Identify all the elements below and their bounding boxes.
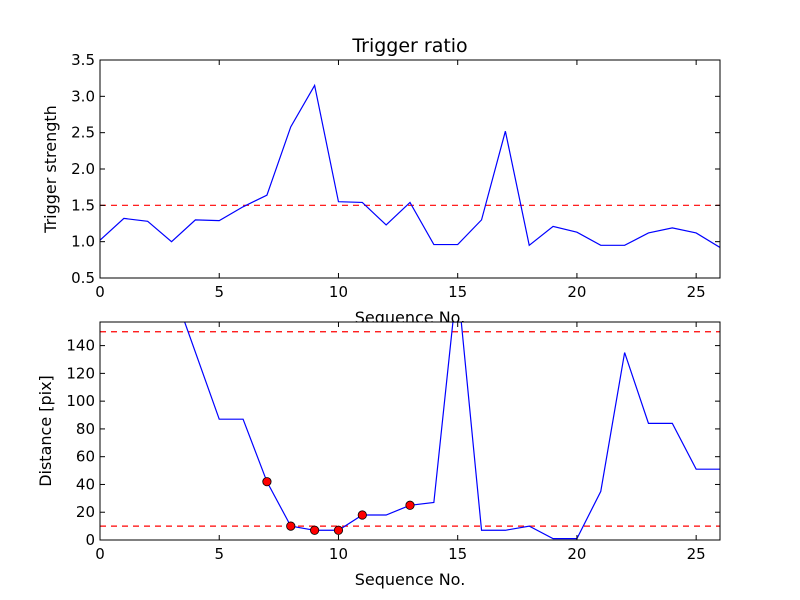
bottom-y-tick-label: 140 — [66, 337, 95, 355]
bottom-x-tick-label: 25 — [687, 545, 706, 563]
bottom-x-tick-label: 20 — [567, 545, 586, 563]
top-y-tick-label: 3.5 — [71, 51, 95, 69]
top-x-tick-label: 15 — [448, 283, 467, 301]
bottom-y-tick-label: 60 — [76, 448, 95, 466]
top-y-tick-label: 1.0 — [71, 233, 95, 251]
top-y-tick-label: 2.0 — [71, 160, 95, 178]
bottom-plot-frame — [99, 321, 721, 541]
bottom-y-tick-label: 80 — [76, 420, 95, 438]
top-y-tick-label: 3.0 — [71, 87, 95, 105]
bottom-data-marker — [405, 500, 415, 510]
bottom-data-marker — [262, 477, 272, 487]
bottom-data-marker — [357, 510, 367, 520]
distance-panel: 0 5 10 15 20 25 0 20 40 60 80 100 120 140 Sequence No… — [36, 321, 721, 589]
bottom-y-tick-label: 0 — [85, 531, 95, 549]
bottom-y-tick-label: 40 — [76, 475, 95, 493]
top-x-tick-label: 0 — [95, 283, 105, 301]
trigger-ratio-panel: Trigger ratio 0 5 10 15 20 25 0.5 1.0 1.5 2.0 2.5 3… — [41, 35, 721, 327]
bottom-x-tick-label: 15 — [448, 545, 467, 563]
top-series-line-0 — [100, 83, 720, 248]
bottom-y-tick-label: 100 — [66, 392, 95, 410]
top-chart-title: Trigger ratio — [351, 35, 467, 57]
bottom-series-line-0 — [184, 322, 720, 540]
top-x-tick-label: 25 — [687, 283, 706, 301]
bottom-y-tick-label: 20 — [76, 503, 95, 521]
top-plot-area — [100, 60, 720, 278]
bottom-y-tick-label: 120 — [66, 364, 95, 382]
bottom-x-axis-label: Sequence No. — [355, 570, 466, 589]
top-y-tick-label: 2.5 — [71, 124, 95, 142]
bottom-x-tick-label: 5 — [214, 545, 224, 563]
bottom-data-marker — [286, 521, 296, 531]
bottom-x-tick-label: 0 — [95, 545, 105, 563]
top-y-tick-label: 0.5 — [71, 269, 95, 287]
top-y-tick-label: 1.5 — [71, 196, 95, 214]
top-y-axis-label: Trigger strength — [41, 105, 60, 234]
top-x-tick-label: 20 — [567, 283, 586, 301]
bottom-y-axis-label: Distance [pix] — [36, 375, 55, 487]
bottom-x-tick-label: 10 — [329, 545, 348, 563]
bottom-data-marker — [310, 525, 320, 535]
bottom-data-marker — [333, 525, 344, 535]
top-x-tick-label: 10 — [329, 283, 348, 301]
top-x-tick-label: 5 — [214, 283, 224, 301]
